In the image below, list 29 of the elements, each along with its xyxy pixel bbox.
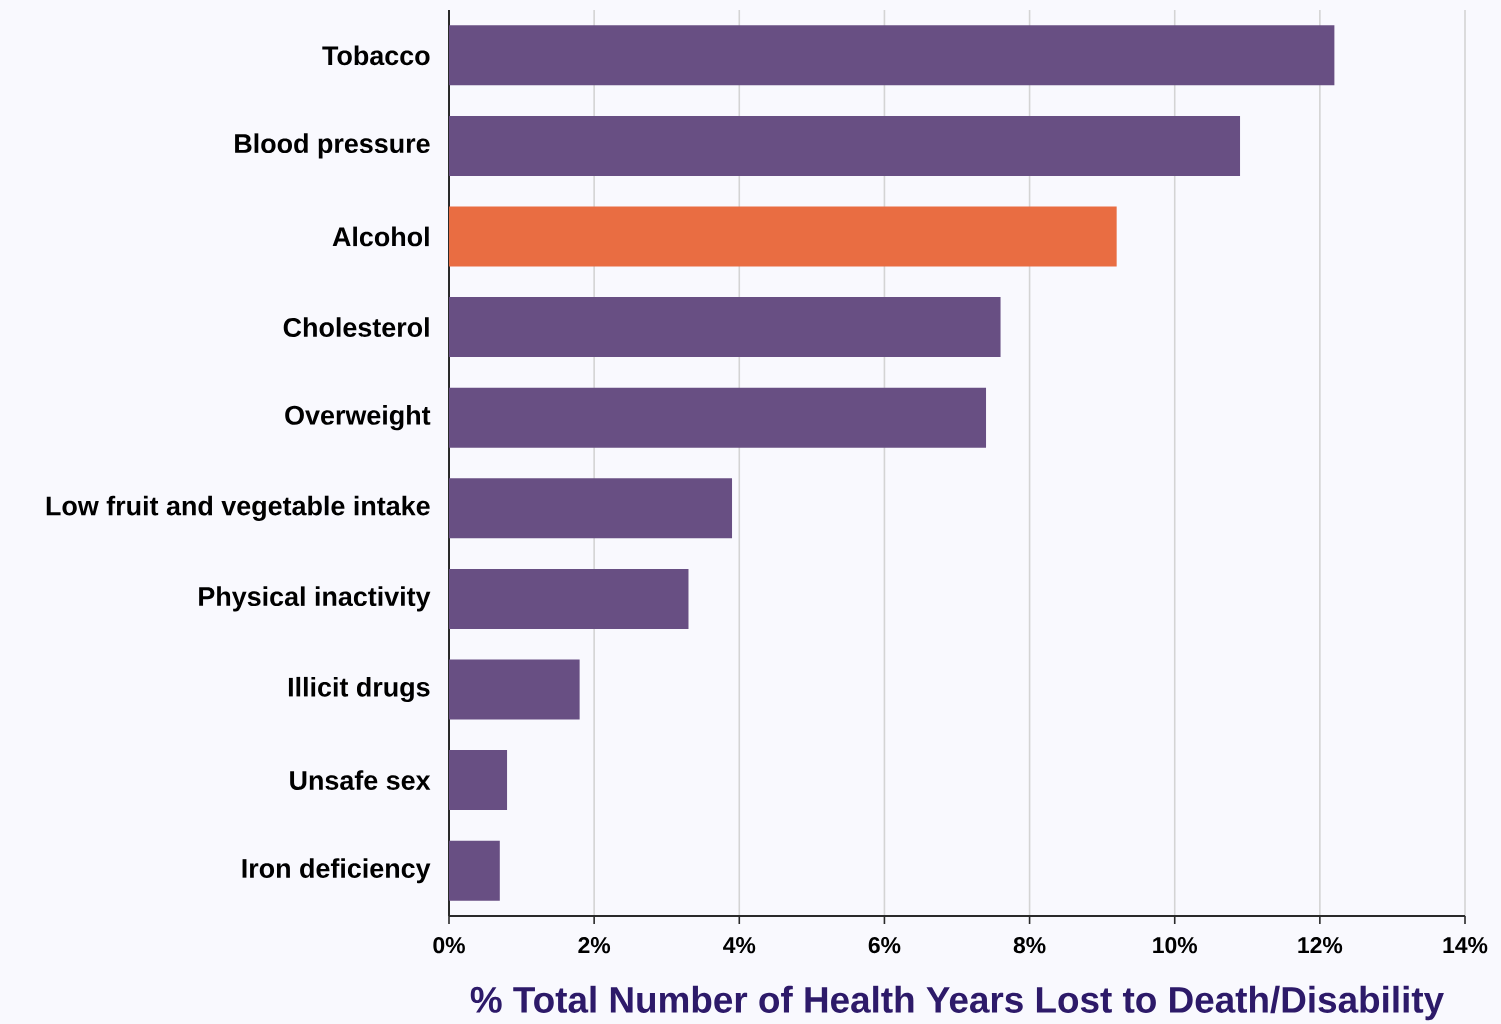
bar <box>449 297 1001 358</box>
bar <box>449 25 1335 86</box>
y-tick-label: Illicit drugs <box>288 676 430 703</box>
bar <box>449 659 580 720</box>
y-tick-label: Blood pressure <box>235 133 430 159</box>
y-tick-label: Low fruit and vegetable intake <box>46 495 430 521</box>
bar <box>449 206 1117 267</box>
x-tick-label: 14% <box>1443 937 1488 954</box>
y-tick-label: Alcohol <box>332 226 429 247</box>
y-tick-label: Unsafe sex <box>290 770 431 790</box>
x-tick-label: 4% <box>723 937 756 954</box>
x-tick-label: 2% <box>578 937 611 954</box>
x-tick-label: 6% <box>868 937 901 954</box>
bar <box>449 115 1241 176</box>
x-tick-label: 0% <box>433 937 465 954</box>
y-tick-label: Physical inactivity <box>199 586 431 612</box>
bar <box>449 387 987 448</box>
bar <box>449 840 500 901</box>
bar <box>449 568 689 629</box>
x-axis-title: % Total Number of Health Years Lost to Death/Disability <box>470 985 1444 1021</box>
bar <box>449 750 508 811</box>
y-tick-label: Iron deficiency <box>242 858 431 884</box>
x-tick-label: 10% <box>1153 937 1198 954</box>
y-tick-label: Cholesterol <box>283 317 429 337</box>
y-tick-label: Overweight <box>285 405 431 431</box>
x-tick-label: 8% <box>1013 937 1046 954</box>
bar <box>449 478 733 539</box>
x-tick-label: 12% <box>1298 937 1343 954</box>
y-tick-label: Tobacco <box>322 45 430 66</box>
